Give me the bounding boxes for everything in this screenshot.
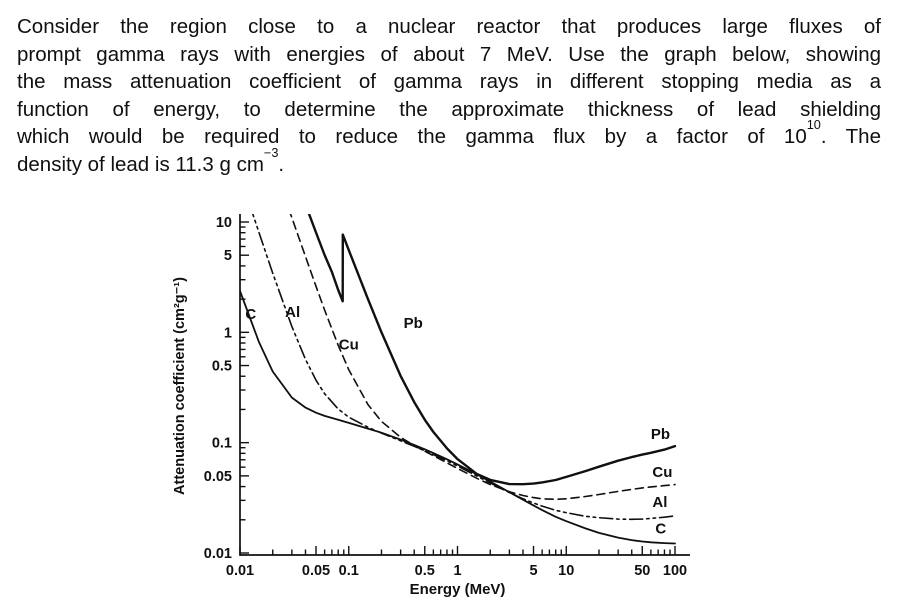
y-tick-label: 0.01 [204, 546, 232, 562]
series-label-c-left: C [245, 306, 256, 323]
series-label-cu-right: Cu [652, 464, 672, 481]
axis-tick-labels: 10 5 1 0.5 0.1 0.05 0.010.01 0.05 0.1 0.5 1 5 10 50 10… [204, 215, 687, 579]
x-tick-label: 0.05 [302, 563, 330, 579]
problem-line-2: prompt gamma rays with energies of about… [17, 41, 881, 69]
y-axis-title: Attenuation coefficient (cm²g⁻¹) [172, 277, 188, 495]
y-tick-label: 5 [224, 248, 232, 264]
problem-statement: Consider the region close to a nuclear r… [17, 13, 881, 179]
problem-line-3: the mass attenuation coefficient of gamm… [17, 68, 881, 96]
problem-text: density of lead is 11.3 g cm [17, 152, 264, 176]
series-label-cu-left: Cu [339, 336, 359, 353]
problem-line-6: density of lead is 11.3 g cm−3. [17, 146, 881, 179]
x-axis-title: Energy (MeV) [410, 581, 506, 598]
curve-cu [289, 214, 676, 501]
x-tick-label: 0.5 [415, 563, 435, 579]
x-tick-label: 1 [453, 563, 461, 579]
y-tick-label: 1 [224, 325, 232, 341]
x-tick-label: 100 [663, 563, 687, 579]
x-tick-label: 0.01 [226, 563, 254, 579]
y-tick-label: 0.5 [212, 359, 232, 375]
y-tick-label: 0.1 [212, 436, 232, 452]
series-label-pb-right: Pb [651, 426, 670, 443]
problem-line-1: Consider the region close to a nuclear r… [17, 13, 881, 41]
series-label-al-right: Al [652, 494, 667, 511]
problem-text: which would be required to reduce the ga… [17, 125, 807, 149]
series-label-c-right: C [655, 521, 666, 538]
curve-pb [307, 214, 677, 486]
exponent-superscript: −3 [263, 144, 279, 160]
x-tick-label: 0.1 [339, 563, 359, 579]
y-tick-label: 0.05 [204, 469, 232, 485]
curve-al [251, 214, 676, 521]
y-tick-label: 10 [216, 215, 232, 231]
problem-text: the mass attenuation coefficient of gamm… [17, 70, 881, 94]
series-label-al-left: Al [285, 304, 300, 321]
problem-text: prompt gamma rays with energies of about… [17, 42, 881, 66]
problem-text: . The [820, 125, 881, 149]
problem-text: Consider the region close to a nuclear r… [17, 15, 881, 38]
x-tick-label: 50 [634, 563, 650, 579]
curve-c [239, 290, 676, 545]
series-label-pb-left: Pb [404, 315, 423, 332]
axes [239, 214, 690, 556]
problem-line-4: function of energy, to determine the app… [17, 96, 881, 124]
axis-ticks [239, 221, 676, 555]
x-tick-label: 5 [529, 563, 537, 579]
exponent-superscript: 10 [806, 117, 821, 133]
problem-text: . [278, 152, 285, 176]
problem-line-5: which would be required to reduce the ga… [17, 118, 881, 151]
x-tick-label: 10 [558, 563, 574, 579]
problem-text: function of energy, to determine the app… [17, 97, 881, 121]
